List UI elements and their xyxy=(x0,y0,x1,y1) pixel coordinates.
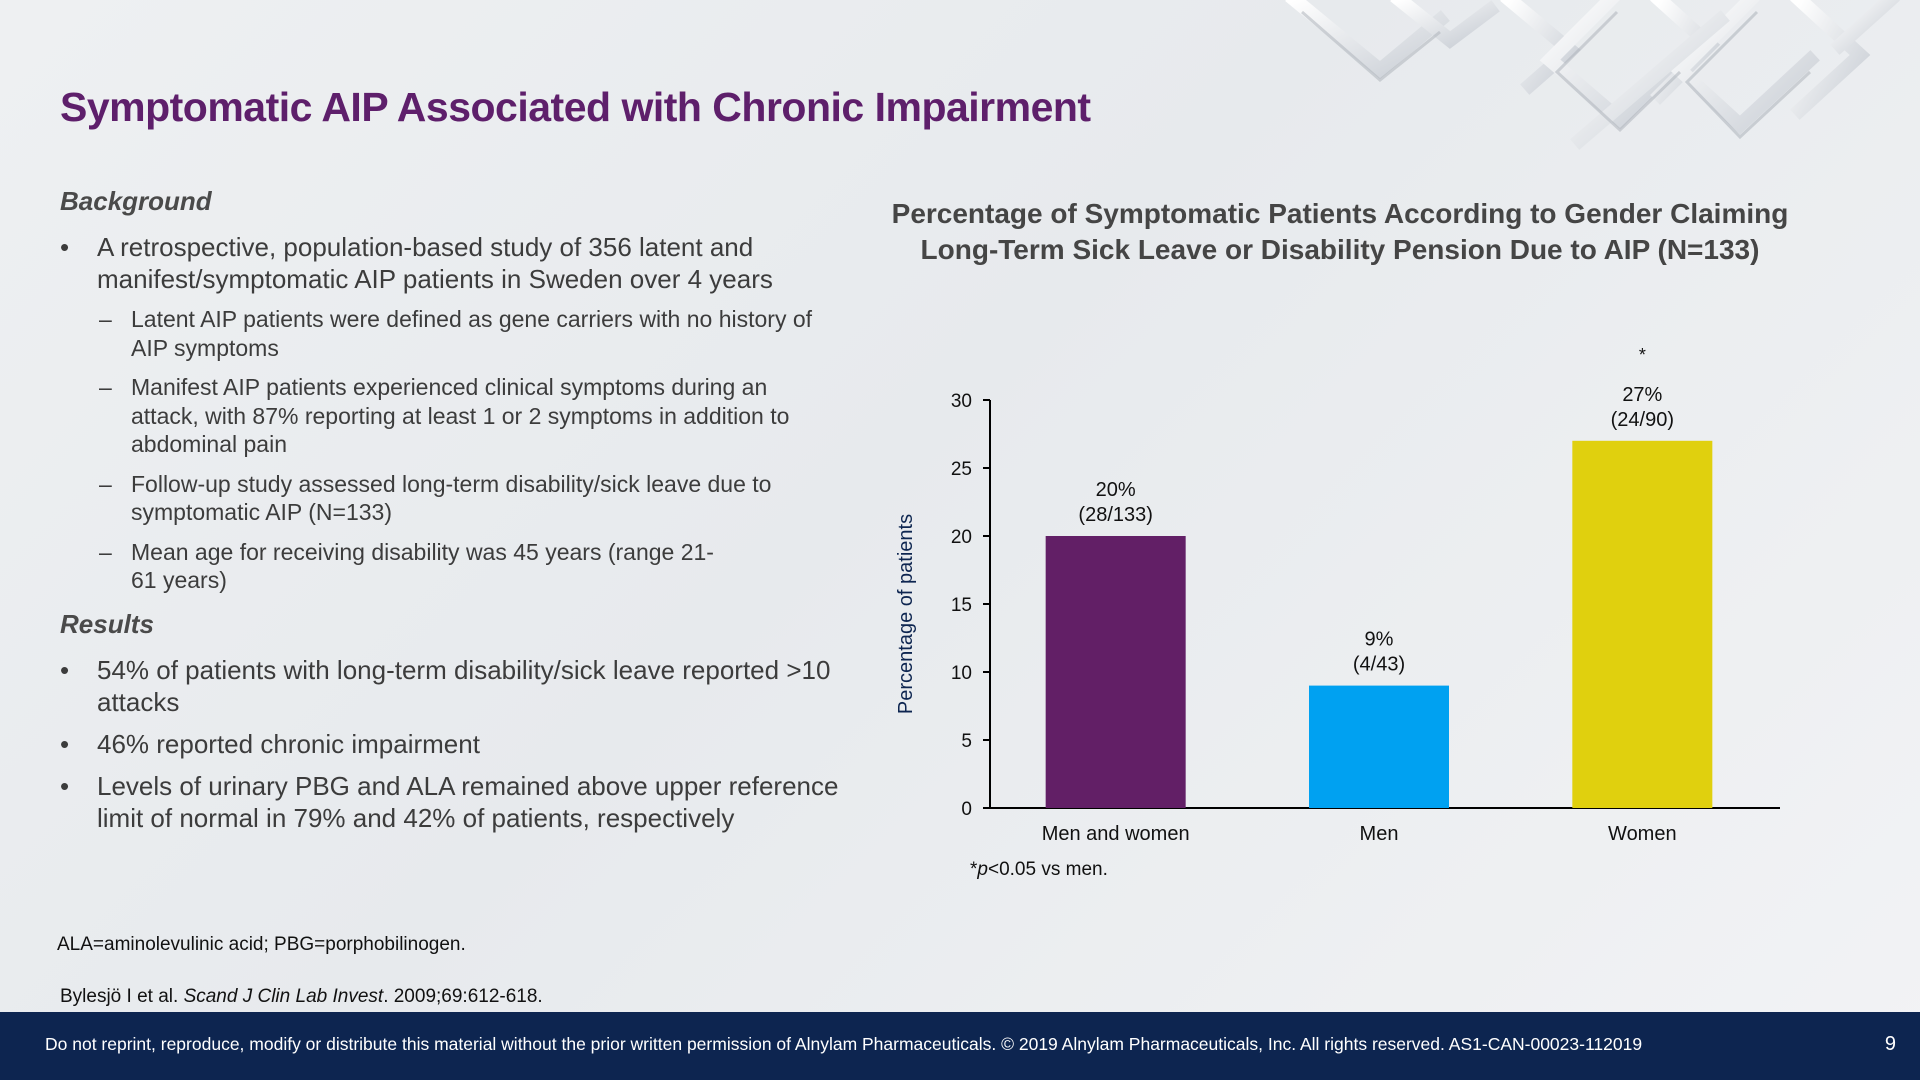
reference-journal: Scand J Clin Lab Invest xyxy=(183,986,384,1007)
subbullet-text: Manifest AIP patients experienced clinic… xyxy=(131,374,790,457)
results-bullet: • Levels of urinary PBG and ALA remained… xyxy=(60,770,840,834)
data-label: 20% xyxy=(1096,479,1136,501)
reference-details: . 2009;69:612-618. xyxy=(383,986,543,1007)
y-axis-label: Percentage of patients xyxy=(895,514,917,714)
data-label: 27% xyxy=(1622,384,1662,406)
bullet-dot: • xyxy=(60,728,70,759)
reference-authors: Bylesjö I et al. xyxy=(60,986,184,1007)
bar xyxy=(1309,685,1449,808)
reference: Bylesjö I et al. Scand J Clin Lab Invest… xyxy=(60,986,543,1008)
y-tick-label: 25 xyxy=(951,459,972,480)
background-heading: Background xyxy=(60,186,212,216)
y-tick-label: 5 xyxy=(961,731,972,752)
x-tick-label: Women xyxy=(1608,823,1677,845)
background-list: • A retrospective, population-based stud… xyxy=(60,231,840,595)
y-tick-label: 0 xyxy=(961,799,972,820)
data-label: (28/133) xyxy=(1078,504,1153,526)
background-subbullet: – Manifest AIP patients experienced clin… xyxy=(60,373,840,459)
footnote-text: <0.05 vs men. xyxy=(987,859,1108,880)
y-tick-label: 30 xyxy=(951,391,972,412)
page-number: 9 xyxy=(1884,1033,1896,1055)
background-bullet-text: A retrospective, population-based study … xyxy=(97,232,773,294)
results-list: • 54% of patients with long-term disabil… xyxy=(60,654,840,834)
background-subbullet: – Follow-up study assessed long-term dis… xyxy=(60,470,840,527)
footnote-p: p xyxy=(977,859,988,880)
bar xyxy=(1045,536,1186,808)
bullet-dot: • xyxy=(60,654,70,685)
x-tick-label: Men and women xyxy=(1042,823,1190,845)
subbullet-text: Latent AIP patients were defined as gene… xyxy=(131,306,813,361)
subbullet-text: Follow-up study assessed long-term disab… xyxy=(131,470,772,526)
abbreviations: ALA=aminolevulinic acid; PBG=porphobilin… xyxy=(57,934,466,955)
slide-title: Symptomatic AIP Associated with Chronic … xyxy=(60,84,1091,130)
results-bullet: • 54% of patients with long-term disabil… xyxy=(60,654,840,718)
footnote-star: * xyxy=(970,859,978,880)
footer-disclaimer: Do not reprint, reproduce, modify or dis… xyxy=(45,1034,1643,1054)
results-bullet-text: 54% of patients with long-term disabilit… xyxy=(97,654,831,717)
background-subbullet: – Mean age for receiving disability was … xyxy=(60,538,840,595)
results-bullet-text: Levels of urinary PBG and ALA remained a… xyxy=(97,770,839,833)
maze-decoration xyxy=(1285,0,1900,150)
bullet-dash: – xyxy=(99,470,112,497)
results-heading: Results xyxy=(60,608,154,639)
significance-marker: * xyxy=(1639,345,1646,365)
y-tick-label: 20 xyxy=(951,527,972,548)
background-bullet: • A retrospective, population-based stud… xyxy=(60,231,840,295)
bullet-dot: • xyxy=(60,770,70,801)
bullet-dash: – xyxy=(99,538,112,565)
chart-footnote: *p<0.05 vs men. xyxy=(970,859,1108,881)
results-bullet: • 46% reported chronic impairment xyxy=(60,728,840,760)
y-tick-label: 15 xyxy=(951,595,972,616)
data-label: (24/90) xyxy=(1611,409,1674,431)
data-label: (4/43) xyxy=(1353,654,1405,676)
bar xyxy=(1572,440,1713,808)
bullet-dot: • xyxy=(60,232,70,262)
text-panel: Background • A retrospective, population… xyxy=(60,186,840,844)
y-tick-label: 10 xyxy=(951,663,972,684)
results-bullet-text: 46% reported chronic impairment xyxy=(97,728,480,759)
background-subbullet: – Latent AIP patients were defined as ge… xyxy=(60,305,840,362)
bullet-dash: – xyxy=(99,374,112,400)
chart-title: Percentage of Symptomatic Patients Accor… xyxy=(891,198,1789,265)
footer-bar: Do not reprint, reproduce, modify or dis… xyxy=(0,1012,1920,1080)
subbullet-text: Mean age for receiving disability was 45… xyxy=(131,538,714,594)
bullet-dash: – xyxy=(99,306,112,332)
bar-chart: 0 5 10 15 20 25 30 Percentage of patients Men an… xyxy=(895,345,1780,845)
data-label: 9% xyxy=(1365,629,1394,651)
x-tick-label: Men xyxy=(1360,823,1399,845)
